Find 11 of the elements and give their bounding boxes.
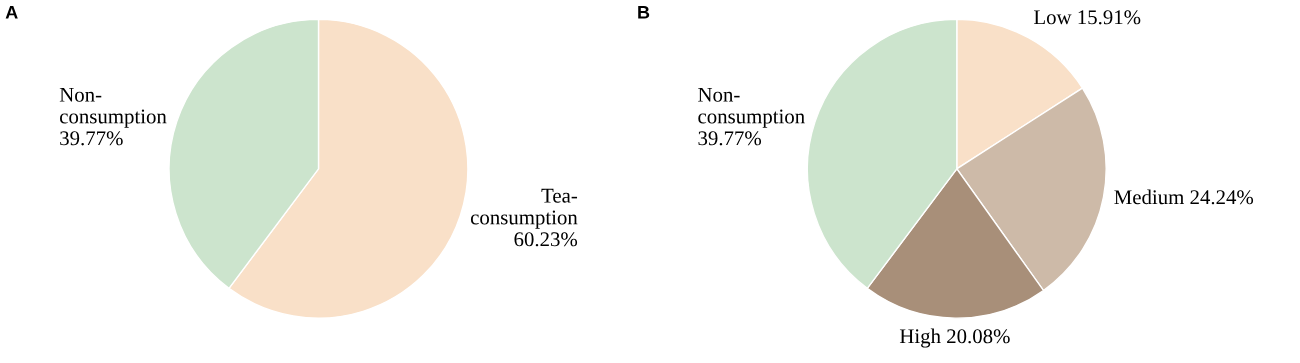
data-label: 39.77% xyxy=(698,131,762,146)
slice-label: Non- consumption xyxy=(59,87,167,128)
slice-label: Tea- consumption xyxy=(470,188,578,229)
data-label: 60.23% xyxy=(514,232,578,247)
slice-label: Non- consumption xyxy=(698,87,805,128)
slice-label: High 20.08% xyxy=(899,328,1010,348)
slice-label: Medium 24.24% xyxy=(1114,189,1254,205)
slice-label: Low 15.91% xyxy=(1034,10,1141,25)
chart-title: A xyxy=(5,6,18,19)
chart-title: B xyxy=(638,6,650,19)
data-label: 39.77% xyxy=(60,131,123,146)
